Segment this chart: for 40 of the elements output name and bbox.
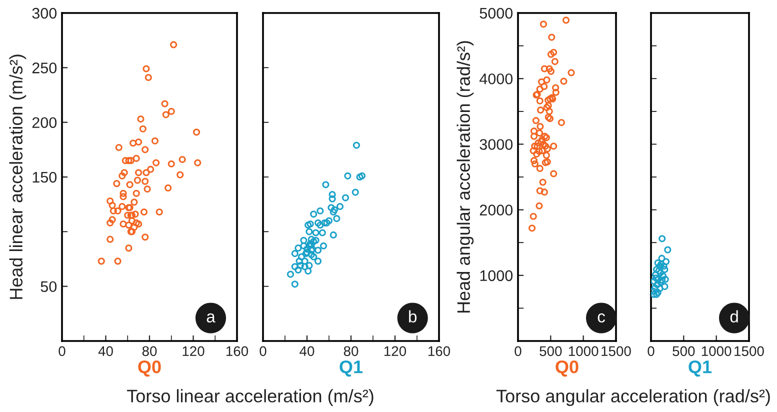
x-tick-label: 120 bbox=[384, 346, 406, 356]
x-tick-label: 1000 bbox=[568, 346, 598, 356]
x-axis-title: Torso angular acceleration (rad/s²) bbox=[496, 389, 770, 406]
x-tick-label: 80 bbox=[344, 346, 358, 356]
y-tick-label: 250 bbox=[32, 62, 57, 74]
x-tick-label: 500 bbox=[540, 346, 562, 356]
text: Q0 bbox=[138, 360, 161, 377]
x-tick-label: 0 bbox=[514, 346, 522, 356]
x-tick-label: 1000 bbox=[702, 346, 732, 356]
y-tick-label: 3000 bbox=[480, 139, 513, 150]
x-tick-label: 0 bbox=[260, 346, 266, 356]
y-tick-label: 200 bbox=[32, 117, 57, 128]
y-tick-label: 2000 bbox=[480, 204, 513, 216]
x-tick-label: 160 bbox=[428, 346, 450, 356]
x-tick-label: 0 bbox=[648, 346, 654, 356]
x-tick-label: 160 bbox=[226, 346, 248, 356]
x-tick-label: 120 bbox=[182, 346, 204, 356]
x-tick-label: 40 bbox=[98, 346, 113, 356]
text: Q0 bbox=[556, 360, 578, 377]
text: Q1 bbox=[688, 360, 712, 377]
annotation: b bbox=[409, 310, 417, 323]
y-tick-label: 300 bbox=[32, 8, 57, 19]
y-axis-title: Head linear acceleration (m/s²) bbox=[9, 54, 26, 299]
x-tick-label: 80 bbox=[142, 346, 157, 356]
x-tick-label: 40 bbox=[300, 346, 314, 356]
y-tick-label: 1000 bbox=[480, 270, 513, 282]
y-tick-label: 5000 bbox=[480, 8, 513, 19]
y-tick-label: 50 bbox=[40, 281, 57, 292]
x-tick-label: 1500 bbox=[602, 346, 631, 356]
x-tick-label: 0 bbox=[58, 346, 66, 356]
y-tick-label: 150 bbox=[32, 172, 57, 183]
text: Q1 bbox=[340, 360, 363, 377]
annotation: d bbox=[730, 310, 738, 323]
y-axis-title: Head angular acceleration (rad/s²) bbox=[456, 41, 474, 312]
x-axis-title: Torso linear acceleration (m/s²) bbox=[127, 389, 374, 406]
x-tick-label: 1500 bbox=[734, 346, 764, 356]
annotation: c bbox=[598, 313, 606, 323]
x-tick-label: 500 bbox=[672, 346, 695, 356]
annotation: a bbox=[206, 313, 216, 323]
y-tick-label: 4000 bbox=[480, 73, 513, 84]
